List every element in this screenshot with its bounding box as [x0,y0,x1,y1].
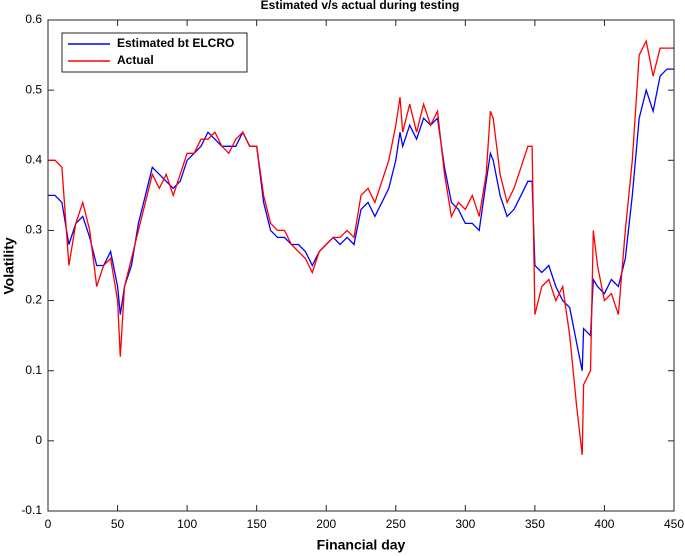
x-axis-label: Financial day [317,537,406,553]
y-tick-label: 0.6 [25,12,42,26]
x-tick-label: 50 [111,517,125,531]
x-tick-label: 200 [316,517,336,531]
x-tick-label: 250 [386,517,406,531]
plot-area [48,20,674,511]
series-line [48,68,674,371]
x-tick-label: 450 [664,517,684,531]
y-tick-label: 0.5 [25,82,42,96]
x-tick-label: 350 [525,517,545,531]
x-tick-label: 100 [177,517,197,531]
series-line [48,38,674,455]
x-tick-label: 0 [45,517,52,531]
axes-frame [47,19,675,512]
chart-title: Estimated v/s actual during testing [261,0,460,12]
x-tick-label: 150 [247,517,267,531]
y-tick-label: 0.3 [25,223,42,237]
y-tick-label: 0 [35,433,42,447]
legend-label: Actual [117,53,154,67]
x-tick-label: 300 [455,517,475,531]
legend-label: Estimated bt ELCRO [117,36,234,50]
x-tick-label: 400 [594,517,614,531]
y-tick-label: 0.1 [25,363,42,377]
y-axis-label: Volatility [1,237,17,295]
y-tick-label: 0.4 [25,152,42,166]
legend-box [61,32,248,73]
y-tick-label: -0.1 [21,503,42,517]
y-tick-label: 0.2 [25,293,42,307]
